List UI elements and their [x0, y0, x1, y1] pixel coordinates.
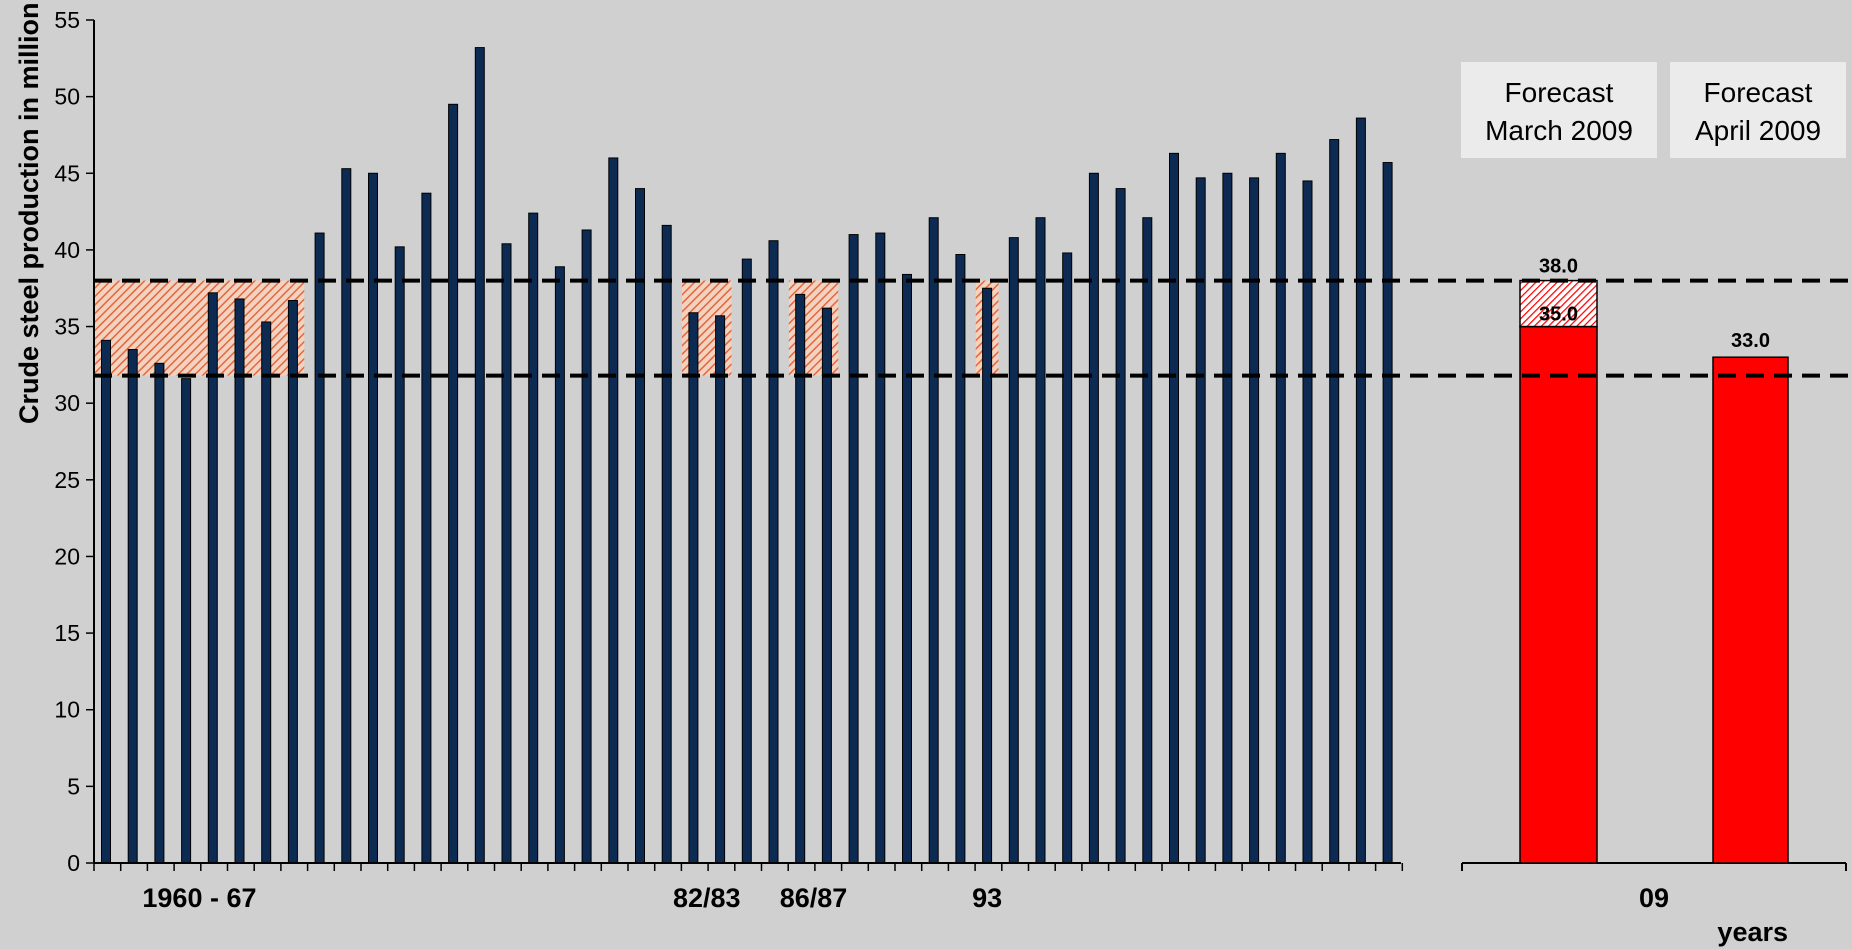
axes: 0 5 10 15 20 25 30 35 40 45 50 55 — [54, 7, 1404, 876]
recession-band — [94, 280, 305, 376]
history-bar — [1115, 188, 1126, 864]
history-bar — [341, 168, 352, 864]
forecast-april-value-label: 33.0 — [1731, 330, 1770, 352]
history-bar — [528, 212, 539, 864]
history-bar — [474, 47, 485, 864]
y-tick-label: 30 — [54, 390, 80, 416]
y-tick-label: 55 — [54, 7, 80, 33]
history-bar — [368, 172, 378, 864]
forecast-march-bar — [1519, 325, 1598, 864]
reference-lines — [94, 278, 1852, 378]
history-bar — [1062, 252, 1073, 864]
history-bar — [581, 229, 592, 864]
history-bar — [154, 362, 165, 864]
x-label-93: 93 — [972, 883, 1002, 913]
history-bar — [688, 312, 699, 864]
history-bar — [448, 103, 459, 864]
forecast-x-label: 09 — [1639, 883, 1669, 913]
history-bar — [928, 217, 939, 864]
forecast-april-label-line2: April 2009 — [1695, 115, 1821, 146]
y-tick-label: 0 — [67, 850, 80, 876]
recession-bands — [94, 280, 999, 376]
forecast-march-label-line1: Forecast — [1505, 77, 1614, 108]
y-tick-label: 50 — [54, 84, 80, 110]
history-bar — [1355, 117, 1366, 864]
history-bar — [127, 349, 138, 864]
history-bar — [1008, 237, 1019, 864]
history-bar — [1088, 172, 1099, 864]
y-tick-label: 25 — [54, 467, 80, 493]
forecast-march-low-label: 35.0 — [1539, 304, 1578, 326]
y-tick-label: 35 — [54, 314, 80, 340]
history-bar — [848, 234, 859, 864]
forecast-april-bar — [1712, 356, 1789, 864]
forecast-march-label-line2: March 2009 — [1485, 115, 1633, 146]
history-bar — [1169, 152, 1179, 864]
history-bars — [101, 47, 1393, 864]
history-bar — [101, 339, 111, 864]
history-bar — [635, 188, 645, 864]
x-axis-label: years — [1717, 917, 1788, 947]
forecast-april-label-line1: Forecast — [1704, 77, 1813, 108]
history-bar — [902, 273, 912, 864]
history-bar — [394, 246, 405, 864]
history-bar — [1035, 217, 1046, 864]
y-tick-label: 15 — [54, 620, 80, 646]
history-bar — [261, 321, 272, 864]
history-bar — [1329, 139, 1340, 864]
forecast-april-box — [1670, 62, 1846, 158]
history-bar — [1142, 217, 1153, 864]
history-bar — [875, 232, 886, 864]
y-tick-label: 45 — [54, 160, 80, 186]
history-bar — [1382, 162, 1393, 864]
history-bar — [715, 315, 726, 864]
history-bar — [234, 298, 245, 864]
forecast-march-range-bar — [1519, 279, 1598, 328]
x-label-1960-67: 1960 - 67 — [142, 883, 256, 913]
y-tick-label: 5 — [67, 773, 80, 799]
history-bar — [768, 240, 779, 864]
history-bar — [955, 254, 966, 864]
history-bar — [741, 258, 752, 864]
history-bar — [795, 293, 806, 864]
forecast-march-high-label: 38.0 — [1539, 256, 1578, 278]
history-bar — [1222, 172, 1233, 864]
y-tick-label: 40 — [54, 237, 80, 263]
history-bar — [207, 292, 218, 864]
history-bar — [821, 307, 832, 864]
history-bar — [287, 299, 298, 864]
y-axis-label: Crude steel production in million t — [14, 0, 44, 424]
history-bar — [421, 192, 432, 864]
forecast-march-box — [1461, 62, 1657, 158]
history-bar — [501, 243, 512, 864]
x-label-82-83: 82/83 — [673, 883, 741, 913]
history-bar — [608, 157, 619, 864]
history-bar — [554, 266, 565, 864]
history-bar — [314, 232, 325, 864]
y-tick-label: 10 — [54, 697, 80, 723]
history-bar — [1302, 180, 1313, 864]
history-bar — [661, 224, 672, 864]
history-bar — [181, 378, 192, 864]
x-label-86-87: 86/87 — [780, 883, 848, 913]
history-bar — [1275, 152, 1286, 864]
y-tick-label: 20 — [54, 543, 80, 569]
